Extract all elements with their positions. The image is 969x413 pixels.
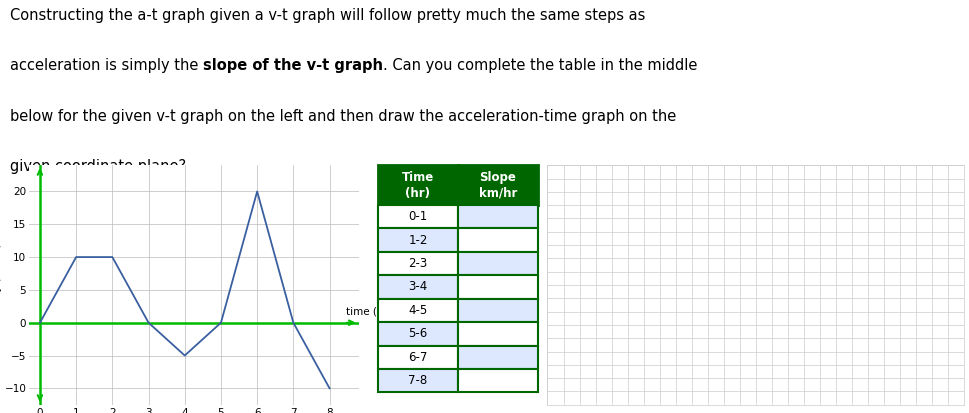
- Text: Time
(hr): Time (hr): [402, 171, 434, 199]
- Bar: [378, 275, 458, 299]
- Text: 2-3: 2-3: [408, 257, 427, 270]
- Bar: [378, 205, 458, 228]
- Text: below for the given v-t graph on the left and then draw the acceleration-time gr: below for the given v-t graph on the lef…: [10, 109, 676, 124]
- Text: Constructing the a-t graph given a v-t graph will follow pretty much the same st: Constructing the a-t graph given a v-t g…: [10, 8, 645, 23]
- Bar: [458, 322, 538, 346]
- Text: acceleration is simply the: acceleration is simply the: [10, 59, 203, 74]
- Text: given coordinate plane?: given coordinate plane?: [10, 159, 186, 174]
- Bar: [378, 322, 458, 346]
- Text: 7-8: 7-8: [408, 374, 427, 387]
- Bar: [458, 369, 538, 392]
- Text: Slope
km/hr: Slope km/hr: [479, 171, 517, 199]
- Bar: [458, 205, 538, 228]
- Text: 0-1: 0-1: [408, 210, 427, 223]
- Bar: [458, 228, 538, 252]
- Text: 5-6: 5-6: [408, 327, 427, 340]
- Text: 3-4: 3-4: [408, 280, 427, 294]
- Bar: [458, 275, 538, 299]
- Bar: [378, 299, 458, 322]
- Bar: [378, 252, 458, 275]
- Text: time (hour): time (hour): [346, 307, 405, 317]
- Bar: [458, 299, 538, 322]
- Bar: [378, 369, 458, 392]
- Bar: [378, 228, 458, 252]
- Bar: [458, 252, 538, 275]
- Bar: [458, 165, 538, 205]
- Y-axis label: velocity (km/hr): velocity (km/hr): [0, 244, 2, 326]
- Bar: [378, 165, 458, 205]
- Text: . Can you complete the table in the middle: . Can you complete the table in the midd…: [383, 59, 697, 74]
- Bar: [378, 346, 458, 369]
- Text: 6-7: 6-7: [408, 351, 427, 364]
- Text: 4-5: 4-5: [408, 304, 427, 317]
- Text: slope of the v-t graph: slope of the v-t graph: [203, 59, 383, 74]
- Bar: [458, 346, 538, 369]
- Text: 1-2: 1-2: [408, 234, 427, 247]
